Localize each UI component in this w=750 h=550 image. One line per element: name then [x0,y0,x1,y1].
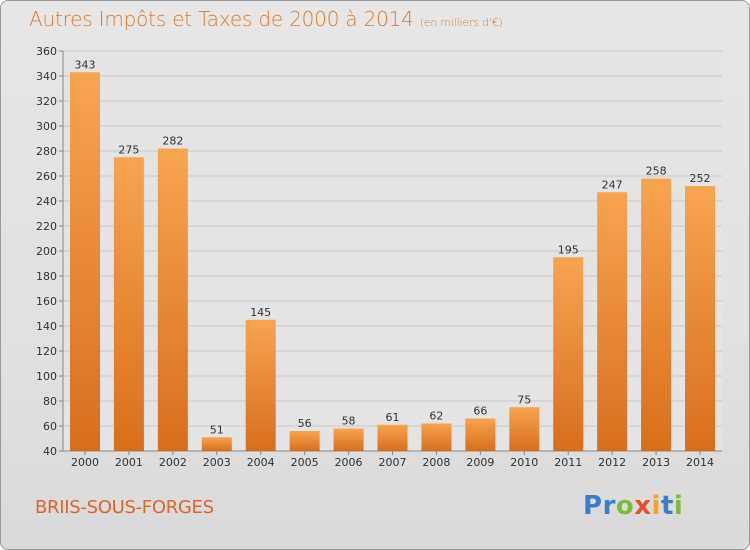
chart-title: Autres Impôts et Taxes de 2000 à 2014 (en… [29,7,503,31]
x-tick-label: 2008 [422,456,450,469]
proxiti-logo: Proxiti [583,491,683,521]
data-label: 343 [74,58,95,71]
x-tick-label: 2006 [335,456,363,469]
bar [201,437,232,451]
bar [113,157,144,451]
y-tick-label: 280 [36,145,57,158]
y-tick-label: 300 [36,120,57,133]
data-label: 58 [342,415,356,428]
bar [685,186,716,451]
bar [553,257,584,451]
data-label: 66 [473,405,487,418]
bar [509,407,540,451]
x-tick-label: 2014 [686,456,714,469]
y-tick-label: 100 [36,370,57,383]
logo-letter: r [602,491,616,521]
bar [465,418,496,451]
y-tick-label: 140 [36,320,57,333]
data-label: 195 [558,243,579,256]
y-tick-label: 240 [36,195,57,208]
x-tick-label: 2004 [247,456,275,469]
logo-letter: i [651,491,661,521]
y-tick-label: 160 [36,295,57,308]
bar [597,192,628,451]
bar [421,423,452,451]
y-tick-label: 80 [43,395,57,408]
data-label: 275 [118,143,139,156]
data-label: 258 [646,165,667,178]
y-tick-label: 120 [36,345,57,358]
x-tick-label: 2012 [598,456,626,469]
y-tick-label: 220 [36,220,57,233]
data-label: 145 [250,306,271,319]
x-tick-label: 2001 [115,456,143,469]
y-tick-label: 340 [36,70,57,83]
x-tick-label: 2000 [71,456,99,469]
logo-letter: P [583,491,603,521]
logo-letter: i [673,491,684,521]
y-tick-label: 260 [36,170,57,183]
logo-letter: x [634,491,652,521]
bar [69,72,100,451]
x-tick-label: 2002 [159,456,187,469]
x-tick-label: 2005 [291,456,319,469]
x-tick-label: 2007 [379,456,407,469]
y-tick-label: 320 [36,95,57,108]
x-tick-label: 2003 [203,456,231,469]
logo-letter: t [660,491,674,521]
data-label: 282 [162,135,183,148]
data-label: 51 [210,423,224,436]
data-label: 62 [429,410,443,423]
x-tick-label: 2013 [642,456,670,469]
y-tick-label: 180 [36,270,57,283]
logo-letter: o [615,491,635,521]
bar [377,424,408,451]
x-tick-label: 2011 [554,456,582,469]
x-tick-label: 2009 [466,456,494,469]
bar [245,319,276,451]
chart-title-text: Autres Impôts et Taxes de 2000 à 2014 [29,7,414,31]
y-tick-label: 360 [36,45,57,58]
data-label: 252 [690,172,711,185]
bar [157,148,188,451]
data-label: 61 [386,411,400,424]
y-tick-label: 200 [36,245,57,258]
y-tick-label: 60 [43,420,57,433]
data-label: 56 [298,417,312,430]
x-tick-label: 2010 [510,456,538,469]
chart-subtitle: (en milliers d'€) [419,16,503,29]
data-label: 247 [602,178,623,191]
y-tick-label: 40 [43,445,57,458]
bar [333,428,364,451]
bar [289,431,320,451]
commune-name: BRIIS-SOUS-FORGES [35,497,214,518]
data-label: 75 [517,393,531,406]
bar [641,178,672,451]
